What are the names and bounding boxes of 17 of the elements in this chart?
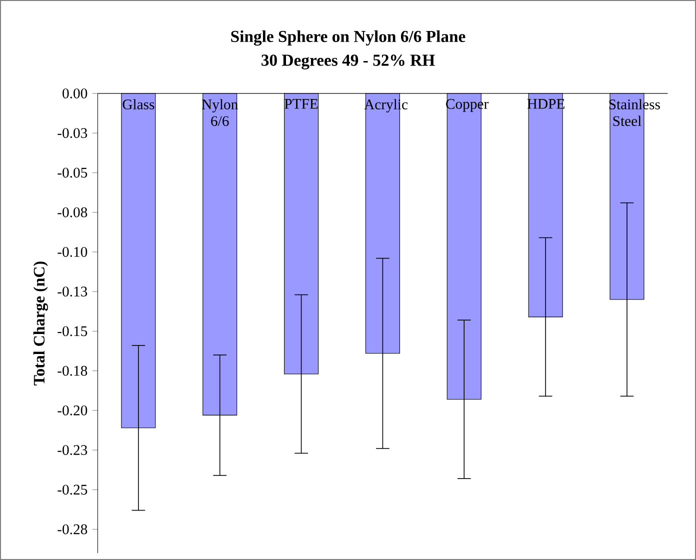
y-tick-label: -0.15	[58, 326, 88, 336]
y-tick-label: -0.05	[58, 168, 88, 178]
y-tick-label: -0.10	[58, 246, 88, 257]
y-tick-label: 0.00	[62, 88, 88, 98]
y-tick-label: -0.23	[58, 445, 88, 456]
x-tick-label: PTFE	[284, 99, 318, 109]
chart-title: Single Sphere on Nylon 6/6 Plane	[231, 30, 466, 46]
y-tick-label: -0.18	[58, 366, 88, 376]
y-tick-label: -0.20	[58, 405, 88, 416]
y-tick-label: -0.08	[58, 207, 88, 218]
y-tick-label: -0.13	[58, 286, 88, 297]
y-axis-title: Total Charge (nC)	[33, 262, 48, 386]
chart-subtitle: 30 Degrees 49 - 52% RH	[262, 54, 435, 70]
y-tick-label: -0.25	[58, 484, 88, 495]
x-tick-label: Glass	[122, 99, 154, 110]
y-tick-label: -0.03	[58, 128, 88, 138]
y-tick-label: -0.28	[58, 524, 88, 534]
